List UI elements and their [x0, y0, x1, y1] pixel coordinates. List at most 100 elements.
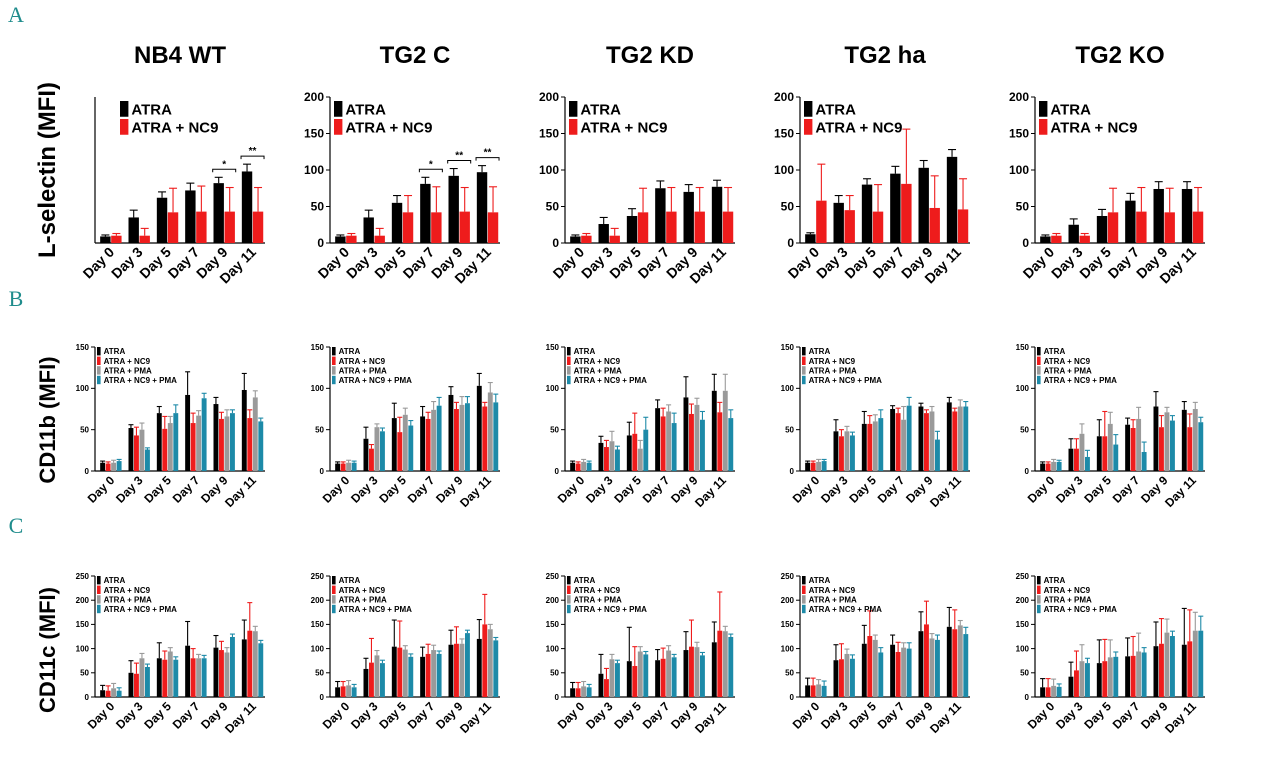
bar	[1159, 427, 1164, 471]
bar	[420, 656, 426, 697]
bar	[252, 211, 264, 243]
y-tick-label: 150	[311, 620, 325, 629]
bar	[929, 638, 935, 697]
legend-swatch	[1037, 576, 1041, 585]
x-tick-label: Day 3	[1053, 699, 1086, 732]
legend-label: ATRA	[580, 102, 621, 119]
bar	[957, 625, 963, 697]
y-tick-label: 200	[774, 90, 794, 104]
y-tick-label: 50	[785, 425, 794, 434]
x-tick-label: Day 7	[405, 473, 438, 506]
x-tick-label: Day 7	[635, 244, 673, 282]
bar	[128, 428, 134, 471]
y-tick-label: 50	[785, 669, 794, 678]
legend-label: ATRA	[339, 576, 361, 585]
bar	[861, 423, 867, 471]
bar	[895, 413, 901, 471]
bar	[139, 658, 145, 697]
bar	[666, 211, 677, 243]
x-tick-label: Day 0	[1025, 699, 1058, 732]
bar	[581, 686, 587, 697]
bar	[402, 414, 408, 471]
y-tick-label: 150	[774, 127, 794, 141]
legend-label: ATRA + NC9	[809, 357, 856, 366]
x-tick-label: Day 7	[640, 473, 673, 506]
bar	[604, 679, 609, 697]
x-tick-label: Day 3	[348, 473, 381, 506]
x-tick-label: Day 5	[371, 244, 409, 282]
bar	[431, 650, 437, 697]
bar	[111, 462, 117, 471]
x-tick-label: Day 0	[555, 699, 588, 732]
legend-swatch	[569, 101, 578, 117]
y-tick-label: 150	[311, 343, 325, 352]
y-tick-label: 150	[539, 127, 559, 141]
y-tick-label: 50	[80, 669, 89, 678]
bar	[335, 236, 346, 243]
bar	[201, 398, 207, 471]
bar	[722, 631, 728, 697]
bar	[839, 436, 844, 471]
bar	[425, 653, 431, 697]
bar	[946, 156, 958, 243]
column-title: NB4 WT	[134, 42, 226, 69]
y-tick-label: 50	[1016, 200, 1030, 214]
bar	[420, 183, 431, 243]
legend-label: ATRA	[815, 102, 856, 119]
bar	[711, 642, 717, 697]
bar	[1107, 657, 1113, 697]
bar	[586, 462, 592, 471]
bar	[655, 188, 666, 243]
bar	[1040, 236, 1051, 243]
legend-label: ATRA + NC9 + PMA	[809, 605, 883, 614]
bar	[241, 389, 247, 471]
bar	[156, 197, 168, 243]
legend-swatch	[802, 585, 806, 594]
legend-swatch	[802, 366, 806, 375]
y-tick-label: 100	[546, 384, 560, 393]
bar	[1085, 663, 1090, 697]
x-tick-label: Day 7	[875, 473, 908, 506]
bar	[465, 633, 470, 697]
x-tick-label: Day 5	[376, 699, 409, 732]
bar	[156, 413, 162, 471]
x-tick-label: Day 7	[170, 473, 203, 506]
bar	[872, 211, 884, 243]
y-tick-label: 50	[311, 200, 325, 214]
x-tick-label: Day 3	[348, 699, 381, 732]
bar	[805, 234, 816, 243]
y-tick-label: 200	[539, 90, 559, 104]
legend-label: ATRA + NC9	[104, 357, 151, 366]
legend-swatch	[804, 119, 813, 135]
x-tick-label: Day 5	[611, 699, 644, 732]
bar	[185, 394, 191, 471]
bar	[890, 409, 896, 471]
x-tick-label: Day 7	[870, 244, 908, 282]
bar	[1153, 188, 1164, 243]
y-tick-label: 150	[76, 620, 90, 629]
bar	[821, 461, 827, 471]
bar	[1136, 211, 1147, 243]
bar	[397, 432, 403, 471]
legend-swatch	[97, 595, 101, 604]
bar	[1107, 423, 1113, 471]
bar	[1192, 409, 1198, 471]
legend-swatch	[1037, 604, 1041, 614]
y-tick-label: 50	[546, 200, 560, 214]
bar	[459, 643, 465, 697]
y-tick-label: 150	[304, 127, 324, 141]
bar	[839, 659, 844, 697]
legend-swatch	[567, 356, 571, 365]
bar	[575, 688, 581, 697]
bar	[728, 418, 734, 471]
legend-label: ATRA	[809, 576, 831, 585]
legend-swatch	[567, 585, 571, 594]
bar	[493, 402, 499, 471]
bar	[1181, 644, 1187, 697]
bar	[872, 421, 878, 471]
bar	[901, 647, 907, 697]
bar	[346, 235, 357, 243]
legend-swatch	[1037, 595, 1041, 604]
